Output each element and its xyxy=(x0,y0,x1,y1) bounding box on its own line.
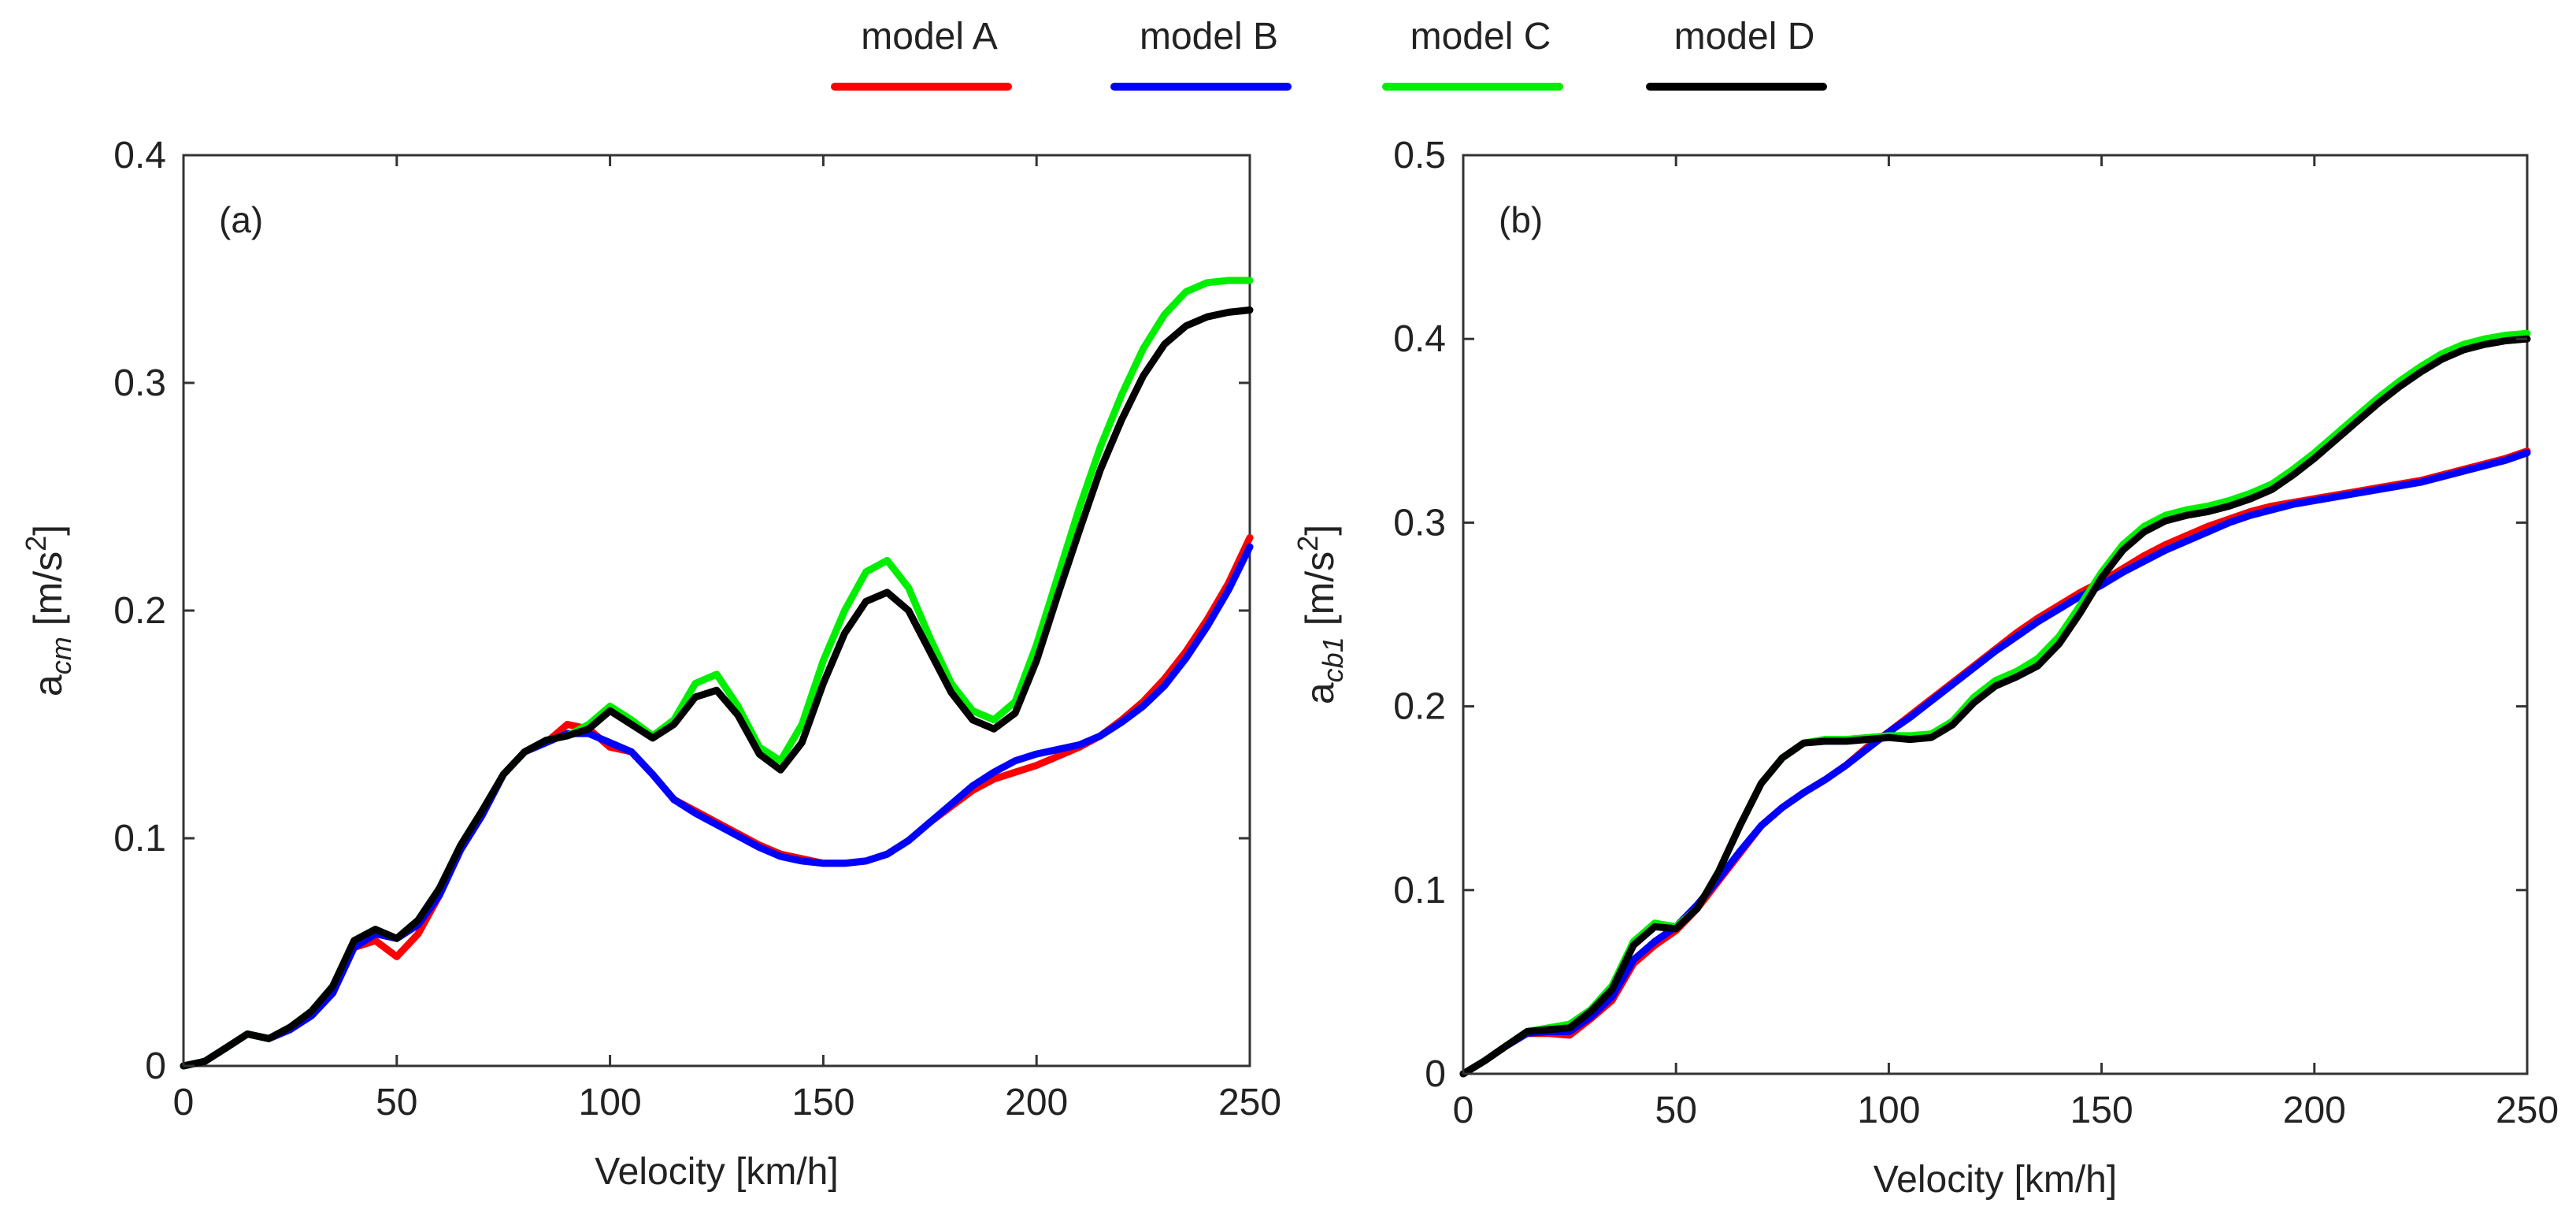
ticks-a: 0 50 100 150 200 250 0 0.1 0.2 0.3 0.4 xyxy=(113,135,1281,1123)
y-tick-label-b-5: 0.5 xyxy=(1393,135,1446,176)
series-line-b-model-D xyxy=(1459,335,2531,1078)
y-tick-label-b-2: 0.2 xyxy=(1393,686,1446,728)
y-tick-label-a-4: 0.4 xyxy=(113,135,166,176)
x-tick-label-a-2: 100 xyxy=(579,1082,642,1123)
y-axis-label-b: acb1 [m/s2] xyxy=(1292,525,1349,704)
panel-label-b: (b) xyxy=(1499,199,1543,240)
series-line-b-model-B xyxy=(1459,449,2531,1078)
legend: model A model B model C model D xyxy=(831,16,1827,91)
y-axis-label-b-close: ] xyxy=(1298,525,1342,536)
x-tick-label-a-5: 250 xyxy=(1218,1082,1281,1123)
y-tick-label-a-2: 0.2 xyxy=(113,590,166,632)
legend-label-1: model B xyxy=(1140,16,1278,58)
series-group-a xyxy=(180,277,1254,1070)
y-axis-label-a-sup: 2 xyxy=(20,536,52,551)
y-axis-label-a: acm [m/s2] xyxy=(20,525,77,696)
y-axis-label-b-unit: [m/s xyxy=(1298,551,1342,626)
y-tick-label-b-4: 0.4 xyxy=(1393,318,1446,360)
series-line-a-model-D xyxy=(180,306,1254,1070)
series-line-a-model-A xyxy=(180,534,1254,1070)
y-tick-label-b-3: 0.3 xyxy=(1393,502,1446,544)
panel-a: 0 50 100 150 200 250 0 0.1 0.2 0.3 0.4 (a) Velocit… xyxy=(20,135,1281,1193)
x-tick-label-b-1: 50 xyxy=(1655,1090,1697,1131)
y-tick-label-a-1: 0.1 xyxy=(113,818,166,860)
x-tick-label-b-0: 0 xyxy=(1453,1090,1474,1131)
legend-label-2: model C xyxy=(1410,16,1551,58)
series-line-a-model-C xyxy=(180,277,1254,1070)
y-axis-label-a-close: ] xyxy=(26,525,70,536)
y-axis-label-a-unit: [m/s xyxy=(26,551,70,626)
x-tick-label-b-2: 100 xyxy=(1857,1090,1920,1131)
y-tick-label-b-1: 0.1 xyxy=(1393,870,1446,912)
x-tick-label-a-4: 200 xyxy=(1005,1082,1068,1123)
legend-label-3: model D xyxy=(1674,16,1815,58)
y-axis-label-a-sub: cm xyxy=(45,637,77,674)
x-tick-label-a-0: 0 xyxy=(173,1082,195,1123)
y-tick-label-b-0: 0 xyxy=(1425,1053,1446,1095)
y-axis-label-b-base: a xyxy=(1298,682,1342,704)
panel-label-a: (a) xyxy=(219,199,263,240)
x-tick-label-b-4: 200 xyxy=(2283,1090,2346,1131)
x-axis-label-b: Velocity [km/h] xyxy=(1874,1159,2117,1201)
x-axis-label-a: Velocity [km/h] xyxy=(595,1151,838,1193)
y-tick-label-a-0: 0 xyxy=(145,1045,166,1087)
plot-frame-b xyxy=(1462,154,2529,1075)
x-tick-label-a-3: 150 xyxy=(791,1082,854,1123)
x-tick-label-a-1: 50 xyxy=(376,1082,417,1123)
plot-frame-a xyxy=(182,154,1251,1067)
x-tick-label-b-3: 150 xyxy=(2070,1090,2133,1131)
panel-b: 0 50 100 150 200 250 0 0.1 0.2 0.3 0.4 0.5 (b) Velo… xyxy=(1292,135,2559,1201)
x-tick-label-b-5: 250 xyxy=(2496,1090,2559,1131)
y-axis-label-a-base: a xyxy=(26,674,70,696)
y-tick-label-a-3: 0.3 xyxy=(113,362,166,404)
legend-label-0: model A xyxy=(861,16,997,58)
series-group-b xyxy=(1459,329,2531,1078)
y-axis-label-b-sub: cb1 xyxy=(1317,637,1349,682)
ticks-b: 0 50 100 150 200 250 0 0.1 0.2 0.3 0.4 0.5 xyxy=(1393,135,2559,1131)
series-line-a-model-B xyxy=(180,543,1254,1070)
y-axis-label-b-sup: 2 xyxy=(1292,536,1324,551)
